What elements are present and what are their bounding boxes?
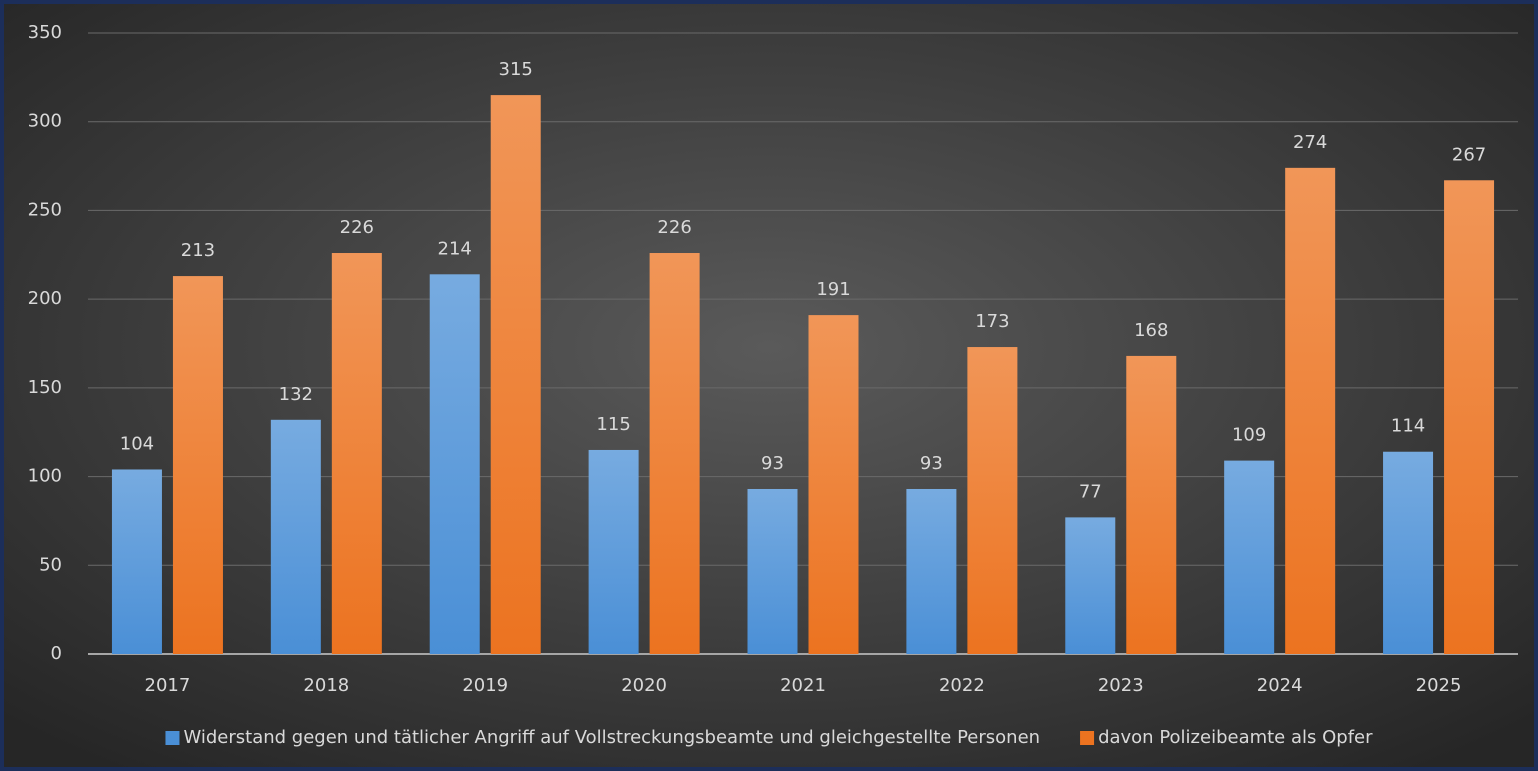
y-tick-label: 50 — [39, 554, 62, 575]
bar — [429, 274, 480, 654]
data-label: 214 — [438, 238, 472, 259]
data-label: 267 — [1452, 144, 1486, 165]
bar — [111, 469, 162, 654]
y-tick-label: 100 — [28, 466, 62, 487]
y-tick-label: 300 — [28, 111, 62, 132]
x-tick-label: 2024 — [1257, 675, 1303, 696]
x-tick-label: 2017 — [145, 675, 191, 696]
data-label: 226 — [340, 217, 374, 238]
y-tick-label: 250 — [28, 199, 62, 220]
legend-label: Widerstand gegen und tätlicher Angriff a… — [183, 727, 1040, 748]
x-tick-label: 2021 — [780, 675, 826, 696]
bar — [270, 419, 321, 654]
data-label: 168 — [1134, 320, 1168, 341]
data-label: 213 — [181, 240, 215, 261]
data-label: 104 — [120, 433, 154, 454]
bar — [1065, 517, 1116, 654]
bar — [1444, 180, 1495, 654]
x-tick-label: 2018 — [303, 675, 349, 696]
data-label: 173 — [975, 311, 1009, 332]
data-label: 115 — [596, 414, 630, 435]
x-tick-label: 2025 — [1416, 675, 1462, 696]
bar — [172, 276, 223, 654]
data-label: 93 — [920, 453, 943, 474]
bar — [588, 449, 639, 654]
bar — [649, 253, 700, 655]
data-label: 114 — [1391, 416, 1425, 437]
data-label: 77 — [1079, 481, 1102, 502]
bar — [1285, 167, 1336, 655]
data-label: 274 — [1293, 132, 1327, 153]
data-label: 93 — [761, 453, 784, 474]
legend-label: davon Polizeibeamte als Opfer — [1098, 727, 1373, 748]
x-tick-label: 2020 — [621, 675, 667, 696]
y-tick-label: 0 — [51, 643, 62, 664]
bar — [331, 253, 382, 655]
legend-swatch — [165, 731, 180, 745]
x-tick-label: 2023 — [1098, 675, 1144, 696]
x-tick-label: 2022 — [939, 675, 985, 696]
bar — [1126, 355, 1177, 654]
y-tick-label: 150 — [28, 377, 62, 398]
data-label: 109 — [1232, 425, 1266, 446]
y-tick-label: 350 — [28, 22, 62, 43]
data-label: 315 — [499, 59, 533, 80]
bar — [490, 95, 541, 655]
y-tick-label: 200 — [28, 288, 62, 309]
data-label: 226 — [657, 217, 691, 238]
bar — [1224, 460, 1275, 654]
legend-swatch — [1080, 731, 1095, 745]
bar — [808, 315, 859, 654]
x-tick-label: 2019 — [462, 675, 508, 696]
bar — [747, 488, 798, 654]
legend: Widerstand gegen und tätlicher Angriff a… — [165, 727, 1373, 748]
bar — [967, 347, 1018, 654]
data-label: 132 — [279, 384, 313, 405]
bar — [906, 488, 957, 654]
data-label: 191 — [816, 279, 850, 300]
bar — [1383, 451, 1434, 654]
